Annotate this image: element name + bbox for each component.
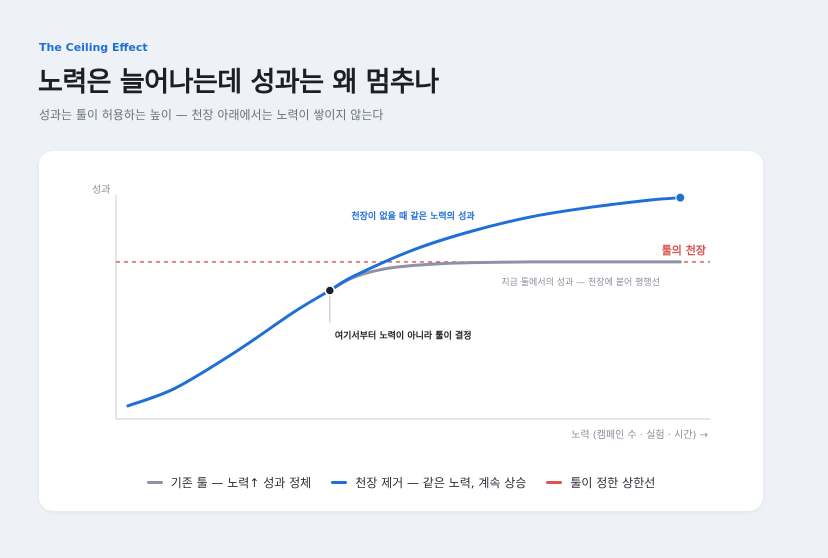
series-line-no-ceiling — [126, 196, 682, 408]
chart-card: 성과 노력 (캠페인 수 · 실험 · 시간) → 툴의 천장 천장이 없을 때 … — [39, 151, 763, 511]
legend-item-current: 기존 툴 — 노력↑ 성과 정체 — [146, 474, 312, 491]
eyebrow-label: The Ceiling Effect — [39, 41, 148, 54]
decision-point-marker — [324, 285, 336, 296]
legend-item-ceiling: 툴이 정한 상한선 — [546, 474, 655, 491]
chart-legend: 기존 툴 — 노력↑ 성과 정체 천장 제거 — 같은 노력, 계속 상승 툴이… — [39, 474, 763, 491]
legend-label-ceiling: 툴이 정한 상한선 — [570, 476, 656, 490]
series-endpoint-no-ceiling — [675, 192, 686, 203]
legend-swatch-ceiling — [546, 481, 563, 484]
x-axis-label: 노력 (캠페인 수 · 실험 · 시간) → — [571, 429, 708, 441]
legend-label-current: 기존 툴 — 노력↑ 성과 정체 — [170, 476, 312, 490]
page-title: 노력은 늘어나는데 성과는 왜 멈추나 — [38, 67, 439, 98]
legend-item-no-ceiling: 천장 제거 — 같은 노력, 계속 상승 — [331, 474, 526, 491]
annotation-current: 지금 툴에서의 성과 — 천장에 붙어 평행선 — [501, 276, 660, 288]
y-axis-label: 성과 — [92, 184, 110, 196]
decision-point-label: 여기서부터 노력이 아니라 툴이 결정 — [335, 329, 472, 341]
ceiling-label: 툴의 천장 — [662, 243, 706, 257]
legend-swatch-no-ceiling — [331, 481, 348, 484]
annotation-no-ceiling: 천장이 없을 때 같은 노력의 성과 — [351, 210, 475, 222]
line-chart: 성과 노력 (캠페인 수 · 실험 · 시간) → 툴의 천장 천장이 없을 때 … — [92, 184, 710, 441]
series-line-current — [328, 260, 682, 292]
page-subtitle: 성과는 툴이 허용하는 높이 — 천장 아래에서는 노력이 쌓이지 않는다 — [39, 108, 384, 122]
legend-swatch-current — [146, 481, 163, 484]
legend-label-no-ceiling: 천장 제거 — 같은 노력, 계속 상승 — [355, 476, 527, 490]
